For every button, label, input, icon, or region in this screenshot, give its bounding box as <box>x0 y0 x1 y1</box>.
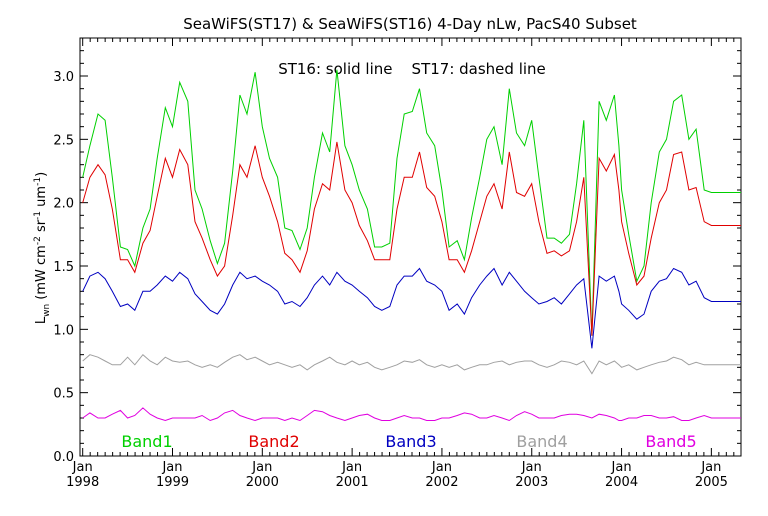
series-line-band2 <box>82 141 741 336</box>
legend-label-band1: Band1 <box>121 432 172 451</box>
x-tick-month-label: Jan <box>521 460 542 475</box>
x-tick-month-label: Jan <box>161 460 182 475</box>
y-tick-label: 0.5 <box>53 387 74 402</box>
series-lines <box>82 69 741 422</box>
y-tick-label: 2.5 <box>53 133 74 148</box>
y-tick-label: 3.0 <box>53 70 74 85</box>
x-tick-year-label: 2003 <box>515 475 548 490</box>
legend-label-band5: Band5 <box>645 432 696 451</box>
legend-label-band2: Band2 <box>248 432 299 451</box>
series-line-band4 <box>82 353 741 375</box>
chart-title: SeaWiFS(ST17) & SeaWiFS(ST16) 4-Day nLw,… <box>183 15 637 33</box>
ylabel-exp2: -1 <box>33 211 43 220</box>
x-tick-year-label: 2005 <box>695 475 728 490</box>
legend: Band1 Band2 Band3 Band4 Band5 <box>121 432 696 451</box>
x-tick-year-label: 2002 <box>425 475 458 490</box>
x-tick-month-label: Jan <box>251 460 272 475</box>
ylabel-exp3: -1 <box>33 177 43 186</box>
ylabel-sub: wn <box>42 304 52 317</box>
ylabel-um: um <box>34 186 49 211</box>
ylabel-rest: (mW cm <box>34 245 49 304</box>
series-line-band3 <box>82 267 741 349</box>
x-tick-year-label: 2000 <box>246 475 279 490</box>
x-tick-year-label: 1998 <box>66 475 99 490</box>
y-axis: 0.0 0.5 1.0 1.5 2.0 2.5 3.0 <box>53 50 741 465</box>
legend-label-band4: Band4 <box>516 432 567 451</box>
y-axis-label: Lwn (mW cm-2 sr-1 um-1) <box>33 172 52 324</box>
x-tick-month-label: Jan <box>700 460 721 475</box>
y-tick-label: 2.0 <box>53 197 74 212</box>
x-tick-month-label: Jan <box>341 460 362 475</box>
y-tick-label: 0.0 <box>53 450 74 465</box>
ylabel-main: L <box>34 316 49 324</box>
plot-frame <box>79 37 742 457</box>
x-axis: Jan1998Jan1999Jan2000Jan2001Jan2002Jan20… <box>66 38 735 490</box>
ylabel-close: ) <box>34 172 49 177</box>
y-tick-label: 1.5 <box>53 260 74 275</box>
x-tick-year-label: 1999 <box>156 475 189 490</box>
x-tick-month-label: Jan <box>72 460 93 475</box>
series-line-band1 <box>82 69 741 336</box>
x-tick-month-label: Jan <box>611 460 632 475</box>
x-tick-month-label: Jan <box>431 460 452 475</box>
y-tick-label: 1.0 <box>53 323 74 338</box>
legend-label-band3: Band3 <box>385 432 436 451</box>
ylabel-exp1: -2 <box>33 236 43 245</box>
x-tick-year-label: 2001 <box>336 475 369 490</box>
chart-annotation: ST16: solid line ST17: dashed line <box>278 60 546 78</box>
series-line-band5 <box>82 407 741 422</box>
x-tick-year-label: 2004 <box>605 475 638 490</box>
ylabel-mid: sr <box>34 219 49 236</box>
